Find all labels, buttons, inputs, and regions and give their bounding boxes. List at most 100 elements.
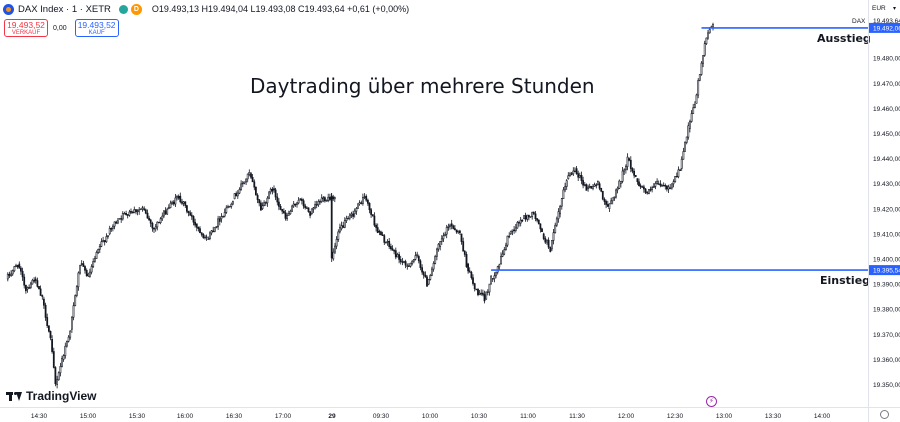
candle (192, 215, 195, 226)
tradingview-logo[interactable]: TradingView (6, 389, 96, 403)
candle (281, 208, 284, 215)
candle (582, 176, 585, 189)
candle (664, 183, 667, 190)
candle (371, 214, 374, 217)
chart-area[interactable]: DAX (0, 0, 868, 407)
candle (246, 173, 249, 183)
candle (659, 180, 662, 188)
candle (54, 366, 57, 387)
candle (577, 170, 580, 181)
candle (463, 250, 466, 257)
candle (130, 208, 132, 214)
candle (125, 210, 128, 216)
candle (227, 204, 229, 209)
candle (269, 187, 272, 195)
candle (299, 198, 302, 201)
candle (154, 224, 157, 232)
candle (575, 166, 578, 175)
candle (532, 211, 535, 215)
candle (151, 221, 154, 232)
candle (426, 275, 428, 287)
x-tick-label: 15:30 (129, 413, 146, 420)
candle (171, 200, 174, 205)
candle (23, 273, 26, 289)
candle (266, 196, 269, 207)
candle (345, 215, 348, 223)
candle (338, 223, 341, 234)
candle (705, 37, 708, 45)
candle (429, 273, 432, 281)
entry-annotation[interactable]: Einstieg (820, 274, 871, 287)
candle (26, 286, 29, 293)
candle (332, 248, 335, 261)
candle (480, 289, 483, 296)
candle (396, 252, 399, 258)
x-tick-label: 16:00 (177, 413, 194, 420)
chart-annotation-title[interactable]: Daytrading über mehrere Stunden (250, 74, 595, 98)
price-label-einstieg: 19.395,54 (873, 268, 900, 275)
candle (483, 290, 486, 304)
candle (398, 251, 401, 264)
candle (107, 235, 109, 239)
candle (59, 362, 62, 377)
candle (613, 196, 616, 201)
candle (516, 221, 519, 229)
x-tick-label: 16:30 (226, 413, 243, 420)
candle (314, 201, 317, 210)
candle (161, 212, 164, 221)
candle (646, 191, 649, 195)
x-tick-label: 14:30 (31, 413, 48, 420)
candle (573, 167, 576, 173)
candle (79, 264, 82, 275)
candle (358, 200, 361, 206)
candle (138, 207, 141, 215)
candle (539, 223, 542, 233)
candle (378, 229, 381, 236)
y-tick-label: 19.360,00 (873, 357, 900, 364)
candle (450, 219, 453, 230)
candle (452, 224, 455, 230)
candle (424, 271, 427, 278)
candle (304, 203, 307, 210)
candle (503, 246, 506, 256)
candle (273, 185, 275, 193)
buy-button[interactable]: 19.493,52 KAUF (74, 19, 119, 37)
candle (36, 277, 39, 288)
candle (28, 284, 31, 289)
time-axis[interactable]: 14:30 15:00 15:30 16:00 16:30 17:00 29 09:30 10:… (0, 407, 868, 422)
exit-annotation[interactable]: Ausstieg (817, 32, 871, 45)
candle (649, 186, 652, 192)
candle (112, 224, 114, 232)
candles (6, 22, 714, 389)
candle (698, 74, 701, 82)
symbol-title[interactable]: DAX Index · 1 · XETR (18, 3, 111, 15)
chevron-down-icon[interactable]: ▾ (893, 6, 897, 12)
candle (626, 153, 629, 171)
candle (256, 193, 259, 204)
candle (700, 61, 703, 76)
candle (567, 172, 570, 180)
sell-button[interactable]: 19.493,52 VERKAUF (4, 19, 48, 37)
candle (69, 330, 72, 340)
currency-label[interactable]: EUR (872, 5, 886, 12)
candle (485, 291, 488, 300)
candle (417, 254, 420, 264)
candle (447, 223, 450, 231)
candle (500, 252, 502, 265)
candle (80, 260, 83, 267)
candle (353, 208, 356, 218)
gear-icon[interactable] (880, 410, 889, 419)
x-tick-label: 10:30 (471, 413, 488, 420)
price-chart[interactable]: DAX (0, 0, 868, 407)
candle (284, 210, 287, 221)
candle (296, 201, 298, 208)
flash-icon[interactable]: ⚡ (706, 396, 717, 407)
candle (555, 216, 558, 227)
y-tick-label: 19.420,00 (873, 206, 900, 213)
candle (10, 270, 13, 277)
candle (554, 222, 557, 234)
candle (432, 261, 435, 272)
candle (90, 264, 93, 275)
price-axis[interactable]: 19.350,00 19.360,00 19.370,00 19.380,00 19.3… (868, 0, 900, 407)
candle (391, 245, 394, 251)
